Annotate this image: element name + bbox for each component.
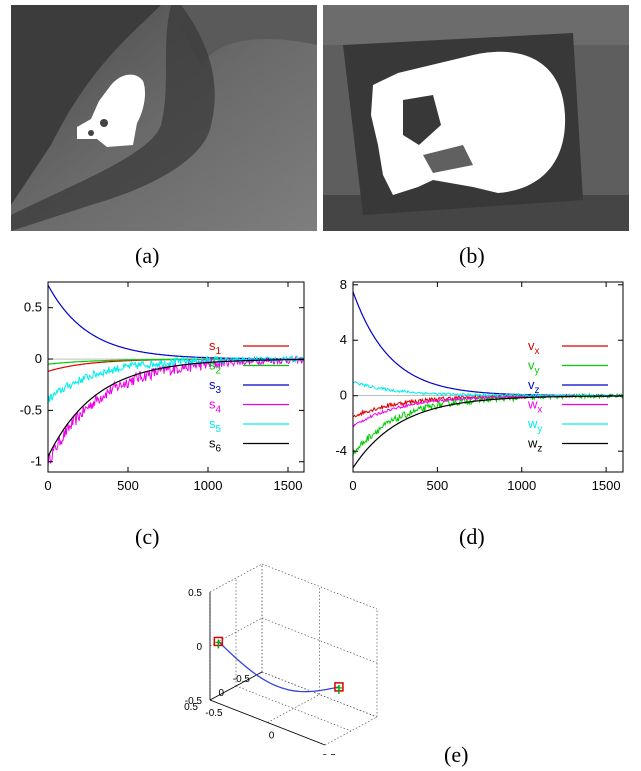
series-line-vy	[352, 392, 624, 458]
trajectory-line	[217, 640, 340, 693]
axis-x	[209, 699, 326, 746]
photo-b	[323, 5, 629, 231]
x-tick-label: -0.5	[205, 708, 223, 719]
y-tick-label: 8	[340, 278, 347, 292]
photo-a	[11, 5, 317, 231]
legend-label: s6	[209, 436, 222, 455]
series-line-wy	[352, 380, 624, 398]
series-line-s5	[47, 354, 305, 404]
x-tick-label: 1500	[592, 478, 621, 493]
y-tick-label: 0.5	[24, 300, 42, 315]
x-tick-label: 0	[349, 478, 356, 493]
x-tick-label: 0.5	[322, 753, 336, 755]
legend-label: wx	[527, 397, 542, 416]
series-line-vz	[352, 291, 624, 397]
y-tick-label: 4	[340, 332, 347, 347]
series-line-s6	[47, 358, 304, 457]
x-tick-label: 1000	[507, 478, 536, 493]
series-line-wz	[352, 395, 623, 469]
x-tick-label: 500	[117, 478, 139, 493]
grid-line	[324, 716, 378, 746]
y-tick-label: 0	[35, 351, 42, 366]
y-tick-label: -0.5	[20, 402, 42, 417]
y-tick-label: -0.5	[233, 674, 251, 685]
x-tick-label: 500	[427, 478, 449, 493]
y-tick-label: 0	[340, 388, 347, 403]
legend-label: vy	[528, 358, 540, 377]
y-tick-label: -4	[335, 443, 347, 458]
grid-line	[261, 617, 378, 664]
plot-frame	[47, 281, 305, 473]
plot-frame	[352, 281, 624, 473]
grid-line	[209, 617, 263, 647]
z-tick-label: 0.5	[188, 588, 202, 599]
y-tick-label: 0.5	[184, 702, 198, 713]
axis-y	[209, 671, 263, 701]
legend-label: s4	[209, 397, 222, 416]
chart-e-3d: 0.50-0.50.50-0.5-0.500.5	[184, 563, 378, 755]
legend-label: s5	[209, 416, 222, 435]
grid-line	[267, 694, 320, 723]
grid-line	[261, 671, 378, 718]
x-tick-label: 0	[44, 478, 51, 493]
x-tick-label: 0	[269, 731, 275, 742]
grid-line	[209, 563, 263, 593]
x-tick-label: 1500	[274, 478, 303, 493]
caption-e: (e)	[444, 742, 469, 767]
legend-label: s1	[209, 338, 222, 357]
x-tick-label: 1000	[194, 478, 223, 493]
y-tick-label: 0	[218, 688, 224, 699]
z-tick-label: 0	[196, 642, 202, 653]
caption-c: (c)	[135, 524, 160, 549]
legend-label: s3	[209, 377, 222, 396]
y-tick-label: -1	[30, 454, 42, 469]
caption-d: (d)	[459, 524, 485, 549]
grid-line	[261, 563, 378, 610]
legend-label: vz	[528, 377, 540, 396]
legend-label: wy	[527, 416, 542, 435]
caption-b: (b)	[459, 243, 485, 268]
legend-label: wz	[527, 436, 542, 455]
z-tick-label: -0.5	[185, 696, 203, 707]
series-line-s4	[47, 354, 305, 467]
legend-label: vx	[528, 338, 540, 357]
series-line-s3	[47, 284, 304, 360]
caption-a: (a)	[135, 243, 160, 268]
grid-line	[235, 685, 352, 732]
